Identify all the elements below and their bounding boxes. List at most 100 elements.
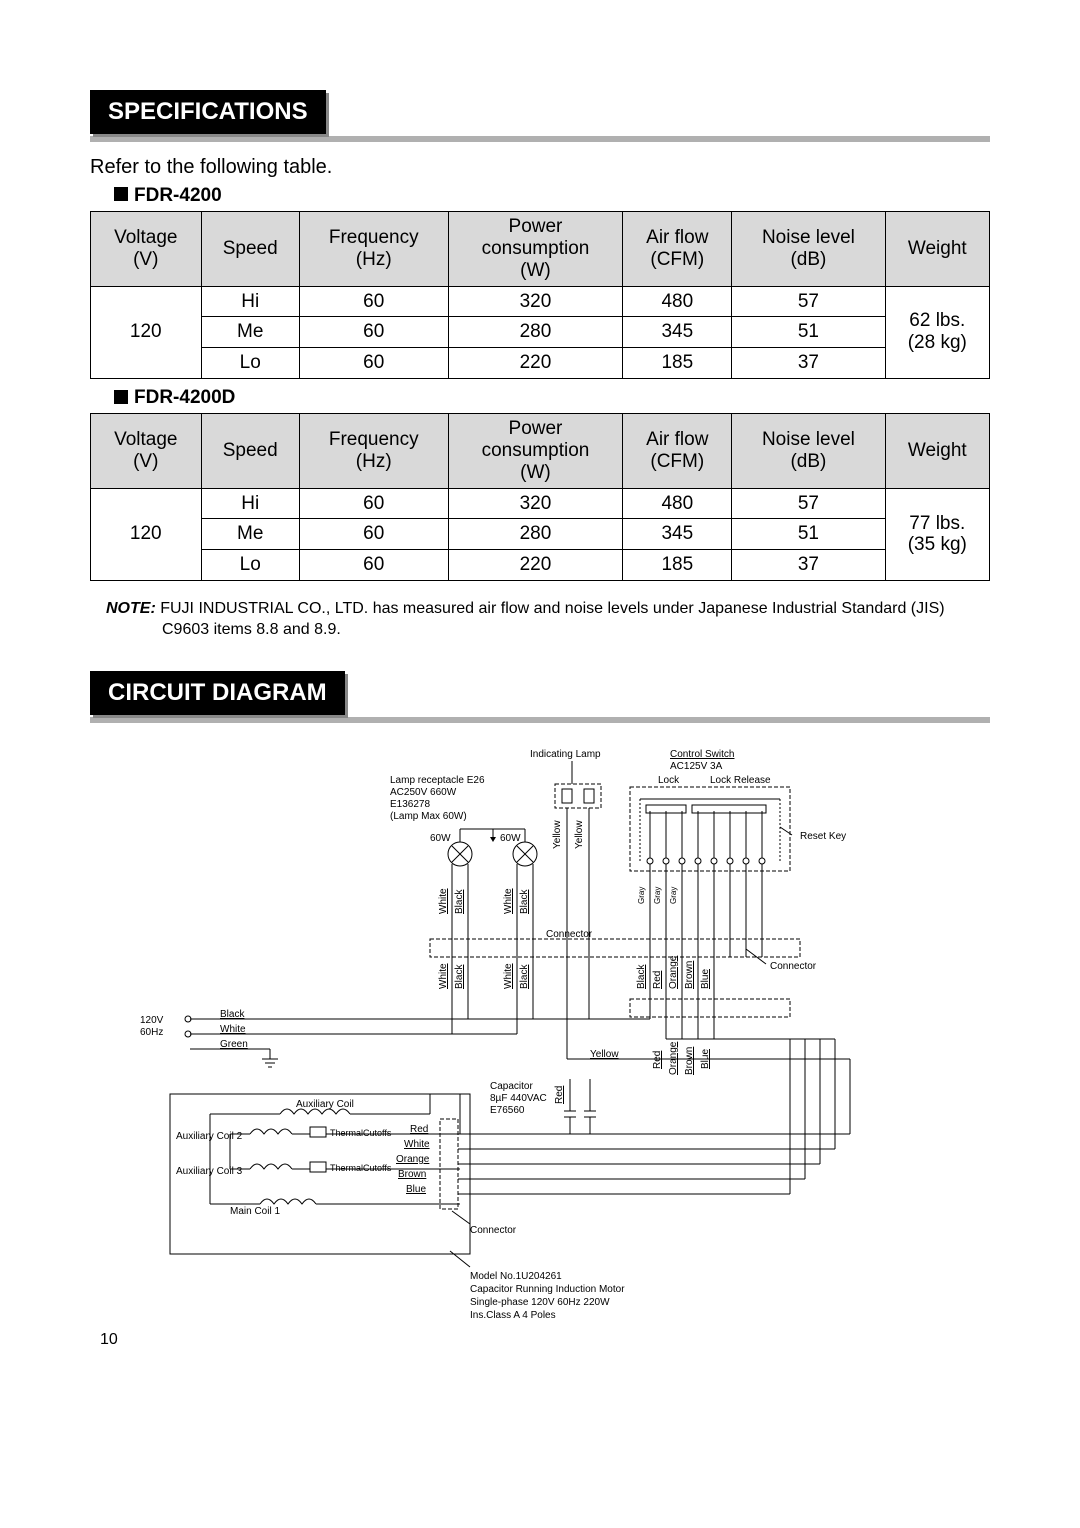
label-thermal-cutoffs: ThermalCutoffs [330, 1128, 392, 1138]
cell-power: 280 [448, 317, 623, 348]
wire-red: Red [554, 1085, 565, 1103]
wire-white: White [404, 1139, 430, 1150]
wire-orange: Orange [396, 1154, 430, 1165]
label-lamp-receptacle: Lamp receptacle E26 [390, 775, 485, 786]
cell-airflow: 345 [623, 519, 732, 550]
col-speed: Speed [201, 414, 299, 489]
wire-black: Black [636, 963, 647, 988]
note-text: FUJI INDUSTRIAL CO., LTD. has measured a… [156, 600, 945, 638]
col-noise: Noise level(dB) [732, 212, 885, 287]
col-frequency: Frequency(Hz) [299, 212, 448, 287]
spec-table-1: Voltage(V) Speed Frequency(Hz) Powercons… [90, 211, 990, 379]
cell-freq: 60 [299, 488, 448, 519]
label-connector: Connector [770, 961, 817, 972]
table-row: 120 Hi 60 320 480 57 77 lbs.(35 kg) [91, 488, 990, 519]
label-connector: Connector [546, 929, 593, 940]
label-lamp-spec2: E136278 [390, 799, 430, 810]
cell-power: 320 [448, 286, 623, 317]
table-row: Me 60 280 345 51 [91, 317, 990, 348]
wire-red: Red [652, 1050, 663, 1068]
model-name-1: FDR-4200 [134, 185, 222, 206]
cell-speed: Me [201, 317, 299, 348]
wire-brown: Brown [398, 1169, 426, 1180]
cell-airflow: 185 [623, 550, 732, 581]
wire-white: White [220, 1024, 246, 1035]
wire-white: White [503, 888, 514, 914]
wire-yellow: Yellow [552, 819, 563, 848]
wire-gray: Gray [637, 886, 646, 903]
label-aux-coil3: Auxiliary Coil 3 [176, 1166, 243, 1177]
wire-black: Black [454, 888, 465, 913]
intro-text: Refer to the following table. [90, 156, 990, 179]
label-lamp-w: 60W [500, 833, 521, 844]
section-underline [90, 136, 990, 142]
wire-gray: Gray [669, 886, 678, 903]
wire-white: White [438, 963, 449, 989]
label-control-switch-spec: AC125V 3A [670, 761, 723, 772]
wire-white: White [503, 963, 514, 989]
model-label-2: FDR-4200D [114, 387, 990, 409]
wire-black: Black [519, 888, 530, 913]
cell-airflow: 480 [623, 286, 732, 317]
label-indicating-lamp: Indicating Lamp [530, 749, 601, 760]
label-motor-phase: Single-phase 120V 60Hz 220W [470, 1297, 610, 1308]
table-row: Lo 60 220 185 37 [91, 550, 990, 581]
label-lock: Lock [658, 775, 680, 786]
cell-power: 220 [448, 550, 623, 581]
label-capacitor-spec1: 8µF 440VAC [490, 1093, 547, 1104]
label-lock-release: Lock Release [710, 775, 771, 786]
label-supply-hz: 60Hz [140, 1027, 163, 1038]
cell-voltage: 120 [91, 488, 202, 581]
col-voltage: Voltage(V) [91, 414, 202, 489]
page-number: 10 [100, 1331, 118, 1349]
label-main-coil1: Main Coil 1 [230, 1206, 280, 1217]
label-capacitor-spec2: E76560 [490, 1105, 525, 1116]
table-row: Me 60 280 345 51 [91, 519, 990, 550]
cell-power: 220 [448, 348, 623, 379]
wire-gray: Gray [653, 886, 662, 903]
cell-speed: Lo [201, 348, 299, 379]
wire-blue: Blue [406, 1184, 426, 1195]
col-weight: Weight [885, 414, 989, 489]
table-row: 120 Hi 60 320 480 57 62 lbs.(28 kg) [91, 286, 990, 317]
section-title: CIRCUIT DIAGRAM [90, 671, 345, 715]
wire-white: White [438, 888, 449, 914]
label-capacitor: Capacitor [490, 1081, 533, 1092]
wire-green: Green [220, 1039, 248, 1050]
col-voltage: Voltage(V) [91, 212, 202, 287]
note-label: NOTE: [106, 600, 156, 617]
label-control-switch: Control Switch [670, 749, 734, 760]
model-name-2: FDR-4200D [134, 387, 235, 408]
wire-black: Black [519, 963, 530, 988]
cell-voltage: 120 [91, 286, 202, 379]
wire-blue: Blue [700, 968, 711, 988]
circuit-diagram-svg: Indicating Lamp Yellow Yellow Control Sw… [130, 739, 950, 1339]
cell-noise: 37 [732, 348, 885, 379]
cell-noise: 51 [732, 317, 885, 348]
label-motor-ins: Ins.Class A 4 Poles [470, 1310, 556, 1321]
wire-brown: Brown [684, 960, 695, 988]
wire-orange: Orange [668, 1041, 679, 1075]
col-airflow: Air flow(CFM) [623, 414, 732, 489]
cell-airflow: 345 [623, 317, 732, 348]
col-power: Powerconsumption(W) [448, 414, 623, 489]
cell-speed: Hi [201, 286, 299, 317]
cell-airflow: 480 [623, 488, 732, 519]
wire-red: Red [410, 1124, 428, 1135]
wire-black: Black [220, 1009, 245, 1020]
cell-freq: 60 [299, 348, 448, 379]
section-underline [90, 717, 990, 723]
cell-weight: 62 lbs.(28 kg) [885, 286, 989, 379]
label-aux-coil2: Auxiliary Coil 2 [176, 1131, 243, 1142]
label-connector: Connector [470, 1225, 517, 1236]
cell-weight: 77 lbs.(35 kg) [885, 488, 989, 581]
label-reset-key: Reset Key [800, 831, 846, 842]
col-power: Powerconsumption(W) [448, 212, 623, 287]
label-supply-v: 120V [140, 1015, 164, 1026]
wire-red: Red [652, 970, 663, 988]
cell-power: 320 [448, 488, 623, 519]
section-title: SPECIFICATIONS [90, 90, 326, 134]
cell-freq: 60 [299, 317, 448, 348]
label-thermal-cutoffs: ThermalCutoffs [330, 1163, 392, 1173]
label-lamp-spec1: AC250V 660W [390, 787, 457, 798]
